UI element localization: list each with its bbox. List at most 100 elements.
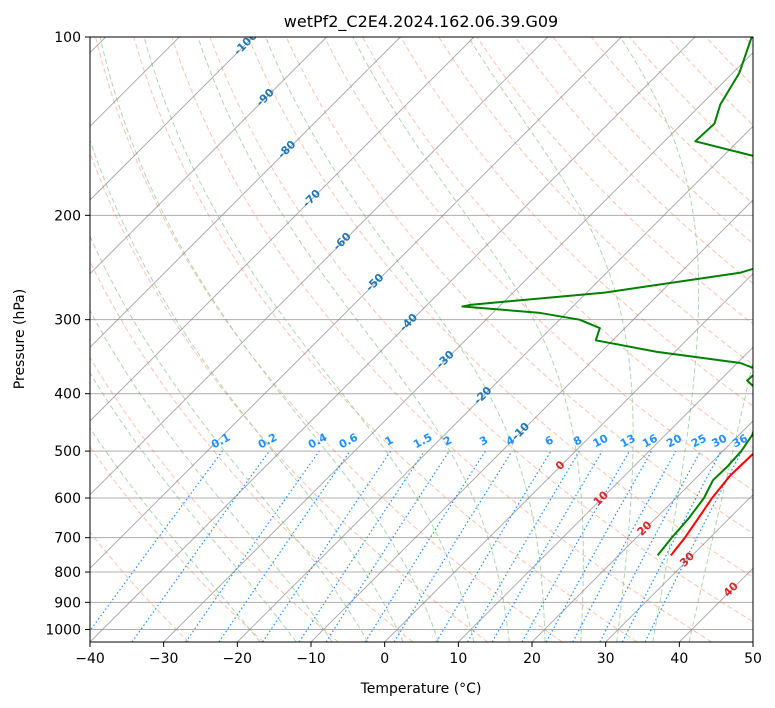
mixing-ratio-label: 0.4	[306, 431, 330, 452]
dry-adiabat	[90, 356, 339, 642]
isotherm-line	[531, 420, 753, 642]
isotherm-label: -70	[300, 187, 323, 210]
isotherm-label: 0	[553, 458, 568, 473]
dewpoint-profile	[461, 37, 753, 557]
isotherm-line	[90, 37, 696, 642]
moist-adiabat	[99, 37, 439, 642]
isotherms	[90, 37, 753, 642]
temperature-profile	[670, 452, 753, 557]
x-tick-label: 20	[523, 651, 541, 667]
dry-adiabat	[90, 151, 488, 642]
x-tick-label: 0	[380, 651, 389, 667]
isotherm-line	[678, 567, 753, 642]
dry-adiabat	[362, 37, 753, 449]
dry-adiabat	[285, 37, 753, 535]
x-tick-label: −10	[296, 651, 326, 667]
dry-adiabat	[514, 37, 753, 285]
moist-adiabat	[467, 37, 634, 642]
moist-adiabat	[90, 138, 404, 642]
mixing-ratio-line	[262, 450, 392, 642]
dry-adiabat	[476, 37, 753, 325]
dry-adiabat	[171, 37, 712, 642]
profiles	[461, 37, 753, 557]
mixing-ratio-line	[131, 450, 270, 642]
mixing-ratio-label: 13	[618, 432, 638, 451]
x-axis-ticks: −40 −30 −20 −10 0 10 20 30 40 50	[75, 642, 762, 667]
moist-adiabat	[90, 309, 333, 642]
y-tick-label: 700	[54, 531, 81, 547]
mixing-ratio-label: 8	[571, 433, 584, 448]
mixing-ratio-line	[218, 450, 351, 642]
y-tick-label: 800	[54, 565, 81, 581]
isotherm-line	[310, 199, 753, 642]
mixing-ratio-label: 30	[710, 432, 730, 451]
mixing-ratio-line	[621, 450, 722, 642]
mixing-ratio-line	[90, 450, 223, 632]
mixing-ratio-label: 3	[477, 433, 490, 448]
dry-adiabat	[133, 37, 638, 642]
x-tick-label: −30	[149, 651, 179, 667]
isotherm-line	[457, 346, 753, 642]
x-tick-label: −20	[223, 651, 253, 667]
isotherm-label: -30	[434, 348, 457, 371]
isotherm-line	[236, 125, 753, 642]
x-tick-label: 10	[449, 651, 467, 667]
isotherm-line	[90, 37, 401, 349]
x-tick-label: 40	[670, 651, 688, 667]
y-tick-label: 400	[54, 387, 81, 403]
mixing-ratio-line	[185, 450, 320, 642]
y-tick-label: 600	[54, 491, 81, 507]
dry-adiabat	[90, 445, 264, 642]
isotherm-label: -60	[331, 230, 354, 253]
mixing-ratio-line	[572, 450, 677, 642]
mixing-ratio-label: 10	[591, 431, 611, 450]
mixing-ratio-line	[393, 450, 513, 642]
mixing-ratio-label: 20	[664, 431, 684, 450]
dry-adiabat	[438, 37, 753, 366]
isotherm-label: 30	[677, 549, 697, 569]
mixing-ratio-line	[644, 450, 743, 642]
dry-adiabat	[400, 37, 753, 407]
isotherm-line	[605, 493, 753, 642]
dry-adiabat	[209, 37, 753, 623]
moist-adiabat	[90, 371, 297, 642]
x-axis-label: Temperature (°C)	[360, 681, 482, 697]
dry-adiabat	[247, 37, 753, 578]
isotherm-line	[90, 37, 475, 422]
dry-adiabat	[705, 37, 753, 87]
mixing-ratio-label: 16	[640, 432, 660, 451]
dry-adiabat	[90, 531, 190, 642]
dry-adiabat	[95, 37, 563, 642]
dry-adiabat	[667, 37, 753, 126]
y-axis-label: Pressure (hPa)	[12, 289, 28, 389]
dry-adiabat	[743, 37, 753, 47]
isotherm-line	[90, 37, 549, 496]
mixing-ratio-lines	[90, 450, 743, 642]
mixing-ratio-line	[521, 450, 631, 642]
dry-adiabat	[552, 37, 753, 245]
mixing-ratio-labels: 0.1 0.2 0.4 0.6 1 1.5 2 3 4 6 8 10 13 16 20 25 30 36	[209, 431, 750, 452]
mixing-ratio-label: 2	[441, 433, 454, 448]
x-tick-label: 30	[597, 651, 615, 667]
moist-adiabat	[352, 37, 584, 642]
isotherm-label: -20	[471, 384, 494, 407]
isotherm-label: -90	[254, 86, 277, 109]
y-tick-label: 100	[54, 30, 81, 46]
moist-adiabat	[197, 37, 510, 642]
moist-adiabat	[90, 235, 369, 642]
plot-area: -100-90-80-70-60-50-40-30-20-10010203040…	[90, 37, 753, 642]
mixing-ratio-label: 0.1	[209, 431, 232, 452]
x-tick-label: −40	[75, 651, 105, 667]
dry-adiabat	[90, 260, 414, 642]
dry-adiabats	[90, 37, 753, 642]
isotherm-line	[752, 641, 753, 642]
y-tick-label: 300	[54, 313, 81, 329]
moist-adiabat	[619, 37, 700, 642]
moist-adiabats	[90, 37, 753, 642]
mixing-ratio-line	[545, 450, 653, 642]
isotherm-label: 40	[721, 579, 741, 599]
moist-adiabat	[143, 37, 475, 642]
mixing-ratio-label: 1	[383, 433, 396, 448]
moist-adiabat	[688, 358, 753, 642]
isobar-grid	[90, 37, 753, 630]
